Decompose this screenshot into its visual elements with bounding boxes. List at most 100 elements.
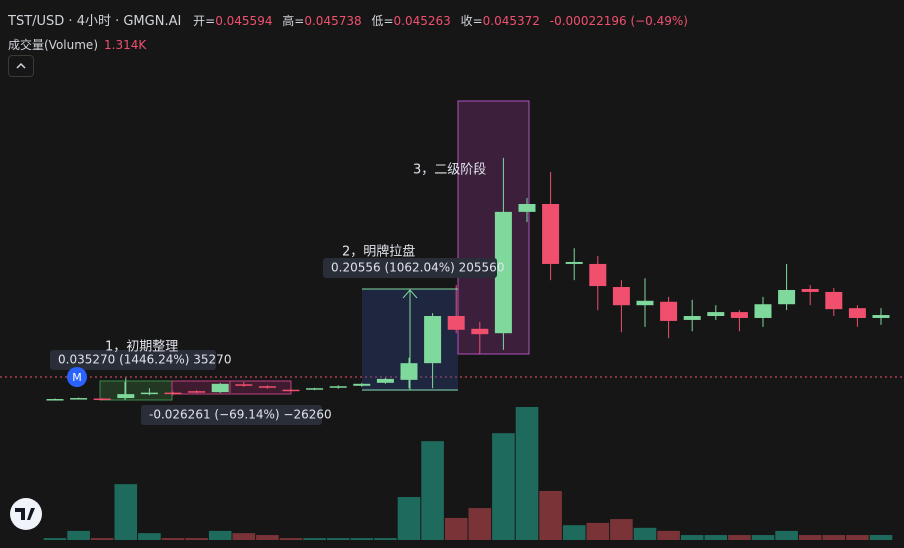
candle-body bbox=[306, 388, 324, 390]
volume-bar bbox=[185, 538, 208, 540]
range-box-down bbox=[171, 380, 292, 395]
annotation: 2，明牌拉盘 bbox=[342, 244, 415, 260]
volume-bar bbox=[822, 535, 846, 540]
measure-label-box bbox=[323, 258, 497, 278]
volume-bar bbox=[43, 538, 67, 540]
volume-bar bbox=[90, 538, 114, 540]
annotation: 3，二级阶段 bbox=[413, 163, 486, 178]
candle-body bbox=[754, 304, 772, 318]
ohlc-value: 0.045738 bbox=[304, 14, 362, 28]
measure-label: 0.035270 (1446.24%) 35270 bbox=[58, 353, 231, 367]
marker-label: M bbox=[72, 371, 82, 384]
candle-body bbox=[424, 316, 442, 364]
volume-bar bbox=[704, 535, 728, 540]
volume-bar bbox=[421, 441, 444, 540]
candle-body bbox=[447, 316, 465, 330]
candle-body bbox=[778, 289, 796, 305]
volume-bar bbox=[232, 533, 256, 540]
candle-body bbox=[282, 389, 300, 392]
candle-body bbox=[683, 316, 701, 320]
change: -0.00022196 (−0.49%) bbox=[549, 14, 688, 28]
volume-bar bbox=[562, 525, 586, 540]
candle-body bbox=[565, 261, 583, 264]
volume-bar bbox=[492, 433, 515, 540]
candle-body bbox=[660, 301, 678, 321]
header: TST/USD · 4小时 · GMGN.AI 开=0.045594 高=0.0… bbox=[8, 10, 694, 29]
candle-body bbox=[612, 287, 630, 306]
range-box-3 bbox=[457, 100, 530, 355]
volume-bar bbox=[586, 522, 610, 540]
measure-label: 0.20556 (1062.04%) 205560 bbox=[331, 261, 504, 275]
candle-body bbox=[494, 211, 512, 334]
ohlc-value: 0.045594 bbox=[215, 14, 273, 28]
volume-bar bbox=[326, 538, 350, 540]
range-box-1 bbox=[99, 380, 173, 401]
volume-bar bbox=[633, 527, 657, 540]
ohlc-label: 开= bbox=[193, 14, 216, 28]
volume-bar bbox=[610, 519, 633, 540]
candle-body bbox=[825, 291, 843, 310]
marks bbox=[43, 157, 893, 540]
volume-bar bbox=[397, 497, 421, 540]
volume-bar bbox=[138, 533, 161, 540]
candle-body bbox=[400, 363, 418, 380]
candle-body bbox=[70, 398, 88, 400]
candle-body bbox=[258, 386, 276, 388]
measure-label: -0.026261 (−69.14%) −26260 bbox=[149, 408, 332, 422]
volume-bar bbox=[657, 530, 680, 540]
volume-bar bbox=[680, 535, 704, 540]
volume-bar bbox=[374, 538, 397, 540]
ohlc-value: 0.045263 bbox=[393, 14, 451, 28]
volume-bar bbox=[846, 535, 869, 540]
candle-body bbox=[211, 383, 229, 393]
volume-bar bbox=[256, 535, 279, 540]
volume-value: 1.314K bbox=[104, 38, 147, 52]
collapse-button[interactable] bbox=[8, 55, 34, 77]
volume-bar bbox=[728, 535, 751, 540]
candle-body bbox=[117, 394, 135, 399]
candle-body bbox=[46, 399, 64, 401]
annotation: 1，初期整理 bbox=[105, 340, 178, 355]
volume-bar bbox=[279, 538, 303, 540]
candle-body bbox=[140, 392, 158, 395]
volume-label: 成交量(Volume) bbox=[8, 38, 98, 52]
tv-logo[interactable] bbox=[10, 498, 42, 530]
volume-bar bbox=[515, 407, 539, 540]
volume-bar bbox=[114, 484, 138, 540]
volume-bar bbox=[775, 530, 798, 540]
ohlc-label: 低= bbox=[371, 14, 394, 28]
marker[interactable] bbox=[67, 367, 87, 387]
candle-body bbox=[235, 384, 253, 386]
volume-bar bbox=[303, 538, 326, 540]
candle-body bbox=[872, 315, 890, 318]
candle-body bbox=[93, 398, 111, 401]
candle-body bbox=[376, 378, 394, 383]
volume-bar bbox=[161, 538, 185, 540]
candle-body bbox=[329, 386, 347, 388]
candle-body bbox=[730, 312, 748, 318]
candle-body bbox=[801, 288, 819, 292]
volume-bar bbox=[539, 490, 562, 540]
volume-legend: 成交量(Volume) 1.314K bbox=[8, 36, 146, 53]
volume-bar bbox=[350, 538, 374, 540]
volume-bar bbox=[67, 530, 90, 540]
volume-bar bbox=[869, 535, 893, 540]
ohlc-label: 收= bbox=[460, 14, 483, 28]
candle-body bbox=[848, 308, 866, 318]
volume-bar bbox=[444, 517, 468, 540]
candle-body bbox=[707, 312, 725, 317]
measure-label-box bbox=[50, 350, 216, 370]
symbol: TST/USD · 4小时 · GMGN.AI bbox=[8, 14, 182, 29]
volume-bar bbox=[468, 508, 492, 540]
ohlc-label: 高= bbox=[282, 14, 305, 28]
candle-body bbox=[471, 328, 489, 335]
measure-arrowhead bbox=[402, 289, 418, 299]
volume-bar bbox=[208, 530, 232, 540]
candle-body bbox=[636, 300, 654, 306]
volume-bar bbox=[751, 535, 775, 540]
ohlc-value: 0.045372 bbox=[482, 14, 540, 28]
collapse-icon bbox=[16, 62, 26, 69]
measure-label-box bbox=[141, 405, 322, 425]
